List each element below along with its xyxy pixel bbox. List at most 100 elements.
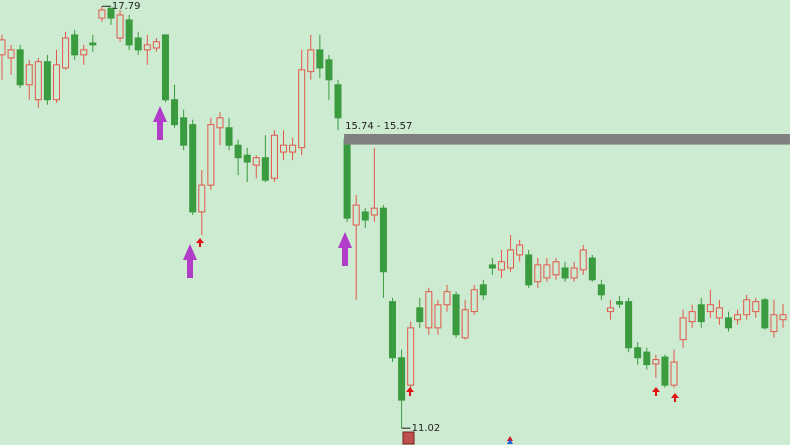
candle-body (143, 44, 151, 51)
event-icon (507, 439, 513, 444)
candle-body (497, 261, 505, 271)
candle-body (0, 39, 6, 56)
candle-body (52, 64, 60, 101)
buy-arrow (153, 106, 167, 140)
gap-band (344, 133, 790, 145)
candle-body (107, 7, 115, 19)
candle-body (588, 257, 596, 281)
candle-body (770, 314, 778, 333)
candle-body (116, 14, 124, 39)
candle-body (643, 351, 651, 366)
candle-body (670, 361, 678, 386)
candle-body (425, 291, 433, 329)
candle-body (298, 69, 306, 149)
candle-body (379, 207, 387, 273)
candle-body (352, 204, 360, 226)
candle-body (543, 264, 551, 279)
candle-body (470, 289, 478, 313)
candle-body (743, 299, 751, 316)
candle-body (243, 154, 251, 163)
candle-body (479, 284, 487, 296)
candle-body (597, 284, 605, 296)
candle-body (189, 124, 197, 213)
signal-arrows (153, 106, 679, 445)
small-arrow (406, 387, 414, 396)
candle-body (234, 144, 242, 159)
candle-body (779, 314, 787, 321)
gap-label: 15.74 - 15.57 (345, 121, 412, 132)
small-arrow (671, 393, 679, 402)
candle-body (634, 347, 642, 359)
candle-body (706, 304, 714, 313)
buy-arrow (183, 244, 197, 278)
candle-body (443, 291, 451, 306)
candle-body (734, 314, 742, 321)
candle-body (16, 49, 24, 86)
candle-body (216, 117, 224, 129)
candles (0, 6, 787, 429)
candle-body (715, 307, 723, 319)
buy-arrow (338, 232, 352, 266)
candle-body (398, 357, 406, 401)
candle-body (561, 267, 569, 279)
candle-body (252, 157, 260, 166)
event-icon (402, 431, 415, 445)
candle-body (152, 41, 160, 49)
small-arrow (196, 238, 204, 247)
candle-body (43, 61, 51, 101)
candle-body (516, 244, 524, 256)
candle-body (370, 207, 378, 216)
candle-body (25, 64, 33, 86)
candle-body (661, 356, 669, 386)
candle-body (125, 19, 133, 46)
candle-body (616, 301, 624, 305)
candle-body (89, 42, 97, 46)
candle-body (261, 157, 269, 181)
candle-body (80, 49, 88, 56)
candle-body (198, 184, 206, 213)
candle-body (62, 37, 70, 69)
candle-body (361, 211, 369, 221)
candle-body (652, 359, 660, 365)
candle-body (525, 254, 533, 286)
candle-body (752, 301, 760, 313)
candle-body (688, 311, 696, 323)
candle-body (461, 309, 469, 339)
candle-body (316, 49, 324, 69)
candle-body (289, 144, 297, 153)
candle-body (452, 294, 460, 336)
candle-body (389, 301, 396, 359)
event-icon (507, 436, 513, 441)
candle-body (570, 267, 578, 279)
candle-body (625, 301, 633, 349)
high-label: 17.79 (112, 1, 141, 12)
candle-body (71, 34, 79, 56)
candle-body (606, 307, 614, 313)
candle-body (7, 49, 15, 59)
candle-body (225, 127, 233, 146)
small-arrow (652, 387, 660, 396)
candle-body (407, 327, 415, 386)
candle-body (697, 304, 705, 323)
candle-body (280, 144, 288, 153)
candle-body (207, 124, 215, 186)
candle-body (161, 34, 169, 101)
candle-body (270, 134, 278, 179)
low-label: 11.02 (412, 423, 441, 434)
candle-body (552, 261, 560, 276)
candle-body (343, 139, 351, 219)
candle-body (488, 264, 496, 269)
candle-body (180, 117, 188, 146)
candle-body (579, 249, 587, 271)
candle-body (98, 9, 106, 19)
candle-body (334, 84, 342, 119)
candle-body (307, 49, 315, 73)
candle-body (725, 317, 733, 329)
candle-body (134, 37, 142, 51)
candle-body (534, 264, 542, 283)
candle-body (507, 249, 515, 269)
candle-body (416, 307, 424, 323)
